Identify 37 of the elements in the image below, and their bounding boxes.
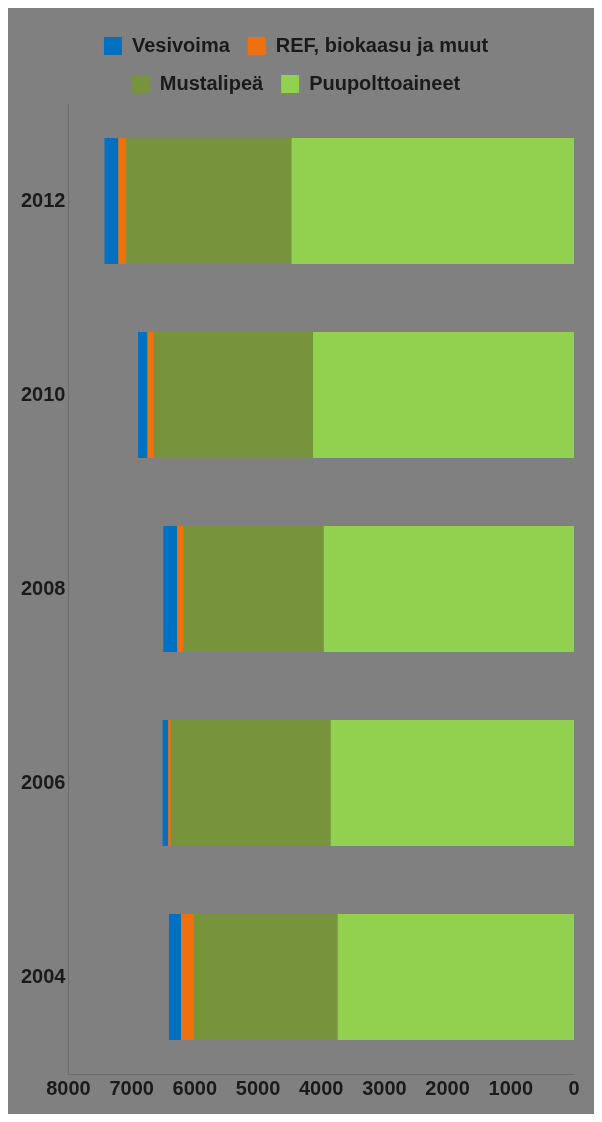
- legend-label: Puupolttoaineet: [309, 71, 461, 94]
- bar: [147, 331, 154, 459]
- bar: [180, 913, 195, 1041]
- x-tick-label: 5000: [235, 1076, 281, 1099]
- bar: [177, 525, 184, 653]
- x-tick-label: 0: [568, 1076, 580, 1099]
- bar: [330, 719, 574, 847]
- x-tick-label: 2000: [425, 1076, 470, 1099]
- y-tick-label: 2006: [20, 770, 66, 793]
- x-tick-label: 7000: [109, 1076, 154, 1099]
- x-tick-label: 6000: [172, 1076, 218, 1099]
- x-tick-label: 8000: [46, 1076, 91, 1099]
- x-tick-label: 3000: [362, 1076, 407, 1099]
- bar: [337, 913, 574, 1041]
- x-tick-label: 4000: [299, 1076, 344, 1099]
- legend-label: REF, biokaasu ja muut: [275, 33, 489, 56]
- bar: [291, 137, 574, 265]
- bar: [168, 913, 181, 1041]
- x-tick-label: 1000: [488, 1076, 534, 1099]
- legend-label: Vesivoima: [131, 33, 231, 56]
- y-tick-label: 2010: [20, 382, 66, 405]
- legend-label: Mustalipeä: [159, 71, 264, 94]
- bar: [118, 137, 126, 265]
- bar: [323, 525, 574, 653]
- bar: [104, 137, 119, 265]
- bar: [153, 331, 314, 459]
- bar: [183, 525, 324, 653]
- bar: [313, 331, 574, 459]
- bar: [168, 719, 171, 847]
- y-tick-label: 2012: [20, 188, 66, 211]
- bar: [138, 331, 148, 459]
- bar: [125, 137, 292, 265]
- bar: [163, 525, 178, 653]
- y-tick-label: 2004: [20, 964, 67, 987]
- bar: [170, 719, 331, 847]
- bar: [194, 913, 338, 1041]
- y-tick-label: 2008: [20, 576, 66, 599]
